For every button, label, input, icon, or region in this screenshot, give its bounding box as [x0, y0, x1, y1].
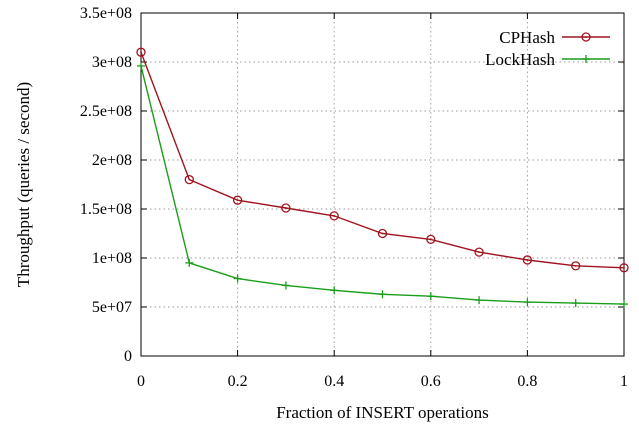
legend-marker-center: [585, 36, 587, 38]
data-point-center: [478, 251, 480, 254]
data-point: [522, 255, 533, 265]
data-point: [523, 298, 532, 307]
data-point: [620, 300, 628, 309]
data-point-center: [574, 264, 577, 267]
data-point: [281, 281, 290, 290]
y-tick-label: 2.5e+08: [80, 103, 132, 120]
data-point: [426, 292, 435, 301]
data-point-center: [285, 207, 287, 209]
data-point: [377, 228, 388, 239]
x-tick-label: 1: [620, 373, 628, 390]
y-tick-label: 3e+08: [92, 54, 132, 71]
data-point: [474, 247, 484, 257]
x-tick-label: 0.4: [324, 373, 344, 390]
x-axis-title: Fraction of INSERT operations: [276, 403, 489, 422]
legend-marker: [581, 32, 591, 42]
series-lines: [136, 47, 629, 309]
x-tick-label: 0.6: [421, 373, 441, 390]
y-tick-label: 1e+08: [92, 250, 132, 267]
y-tick-label: 1.5e+08: [80, 201, 132, 218]
data-point: [475, 296, 484, 305]
data-point: [281, 203, 291, 213]
y-axis: 0 5e+07 1e+08 1.5e+08 2e+08 2.5e+08 3e+08 3.5e+…: [80, 5, 624, 365]
y-tick-label: 5e+07: [92, 299, 132, 316]
x-tick-label: 0: [137, 373, 145, 390]
x-tick-label: 0.8: [517, 373, 537, 390]
data-point-center: [333, 214, 336, 217]
data-point: [330, 286, 339, 295]
plot-border: [140, 12, 625, 357]
data-point: [232, 195, 243, 205]
data-point-center: [140, 51, 142, 54]
series-line-lockhash: [140, 65, 625, 305]
data-point-center: [188, 178, 191, 181]
data-point: [185, 258, 194, 267]
data-point: [426, 234, 436, 245]
legend-label: LockHash: [485, 50, 555, 69]
data-point: [571, 261, 581, 271]
legend-label: CPHash: [499, 28, 555, 47]
y-axis-title: Throughput (queries / second): [14, 82, 33, 287]
y-tick-label: 0: [124, 348, 132, 365]
data-point-center: [236, 199, 239, 202]
x-axis: 0 0.2 0.4 0.6 0.8 1: [137, 13, 628, 390]
data-point: [329, 211, 339, 221]
gridlines: [141, 13, 624, 356]
legend: CPHash LockHash: [485, 28, 610, 69]
y-tick-label: 2e+08: [92, 152, 132, 169]
data-point: [378, 290, 387, 299]
data-point-center: [526, 259, 529, 261]
data-point: [571, 299, 580, 308]
data-point: [619, 263, 629, 273]
data-point-center: [623, 266, 625, 269]
data-point: [136, 47, 146, 57]
data-point: [184, 174, 194, 185]
y-tick-label: 3.5e+08: [80, 5, 132, 22]
data-point-center: [429, 238, 432, 241]
data-point: [233, 274, 242, 283]
plot-frame: [140, 12, 625, 357]
data-point: [137, 61, 145, 70]
data-point-center: [381, 232, 384, 235]
x-tick-label: 0.2: [228, 373, 248, 390]
